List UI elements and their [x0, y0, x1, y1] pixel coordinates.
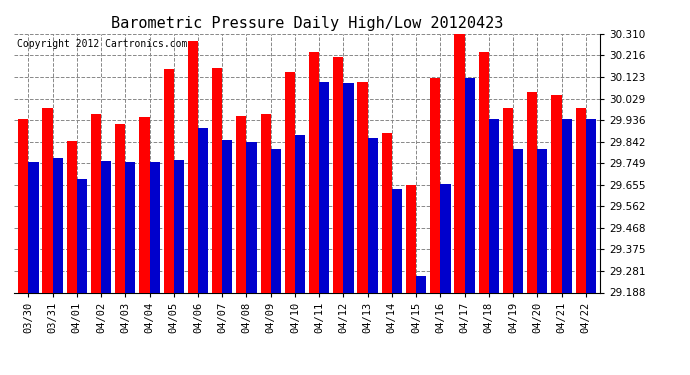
- Bar: [464, 78, 475, 292]
- Bar: [538, 148, 547, 292]
- Bar: [150, 162, 159, 292]
- Bar: [551, 95, 562, 292]
- Bar: [513, 149, 523, 292]
- Bar: [261, 114, 270, 292]
- Bar: [575, 108, 586, 292]
- Bar: [101, 160, 111, 292]
- Bar: [285, 72, 295, 292]
- Bar: [319, 82, 329, 292]
- Bar: [344, 83, 353, 292]
- Bar: [455, 28, 464, 292]
- Bar: [392, 189, 402, 292]
- Bar: [198, 128, 208, 292]
- Bar: [503, 108, 513, 292]
- Bar: [295, 135, 305, 292]
- Bar: [236, 116, 246, 292]
- Bar: [479, 52, 489, 292]
- Bar: [42, 108, 52, 292]
- Bar: [489, 119, 499, 292]
- Bar: [212, 68, 222, 292]
- Bar: [440, 184, 451, 292]
- Bar: [67, 141, 77, 292]
- Bar: [430, 78, 440, 292]
- Bar: [357, 82, 368, 292]
- Bar: [18, 119, 28, 292]
- Bar: [115, 124, 126, 292]
- Bar: [562, 119, 572, 292]
- Title: Barometric Pressure Daily High/Low 20120423: Barometric Pressure Daily High/Low 20120…: [111, 16, 503, 31]
- Bar: [368, 138, 378, 292]
- Bar: [246, 142, 257, 292]
- Bar: [309, 52, 319, 292]
- Bar: [139, 117, 150, 292]
- Bar: [270, 148, 281, 292]
- Bar: [406, 185, 416, 292]
- Bar: [333, 57, 344, 292]
- Bar: [77, 179, 87, 292]
- Bar: [91, 114, 101, 292]
- Bar: [188, 40, 198, 292]
- Bar: [174, 160, 184, 292]
- Bar: [28, 162, 39, 292]
- Bar: [416, 276, 426, 292]
- Bar: [52, 158, 63, 292]
- Text: Copyright 2012 Cartronics.com: Copyright 2012 Cartronics.com: [17, 39, 187, 49]
- Bar: [126, 162, 135, 292]
- Bar: [527, 92, 538, 292]
- Bar: [382, 133, 392, 292]
- Bar: [164, 69, 174, 292]
- Bar: [222, 140, 233, 292]
- Bar: [586, 119, 596, 292]
